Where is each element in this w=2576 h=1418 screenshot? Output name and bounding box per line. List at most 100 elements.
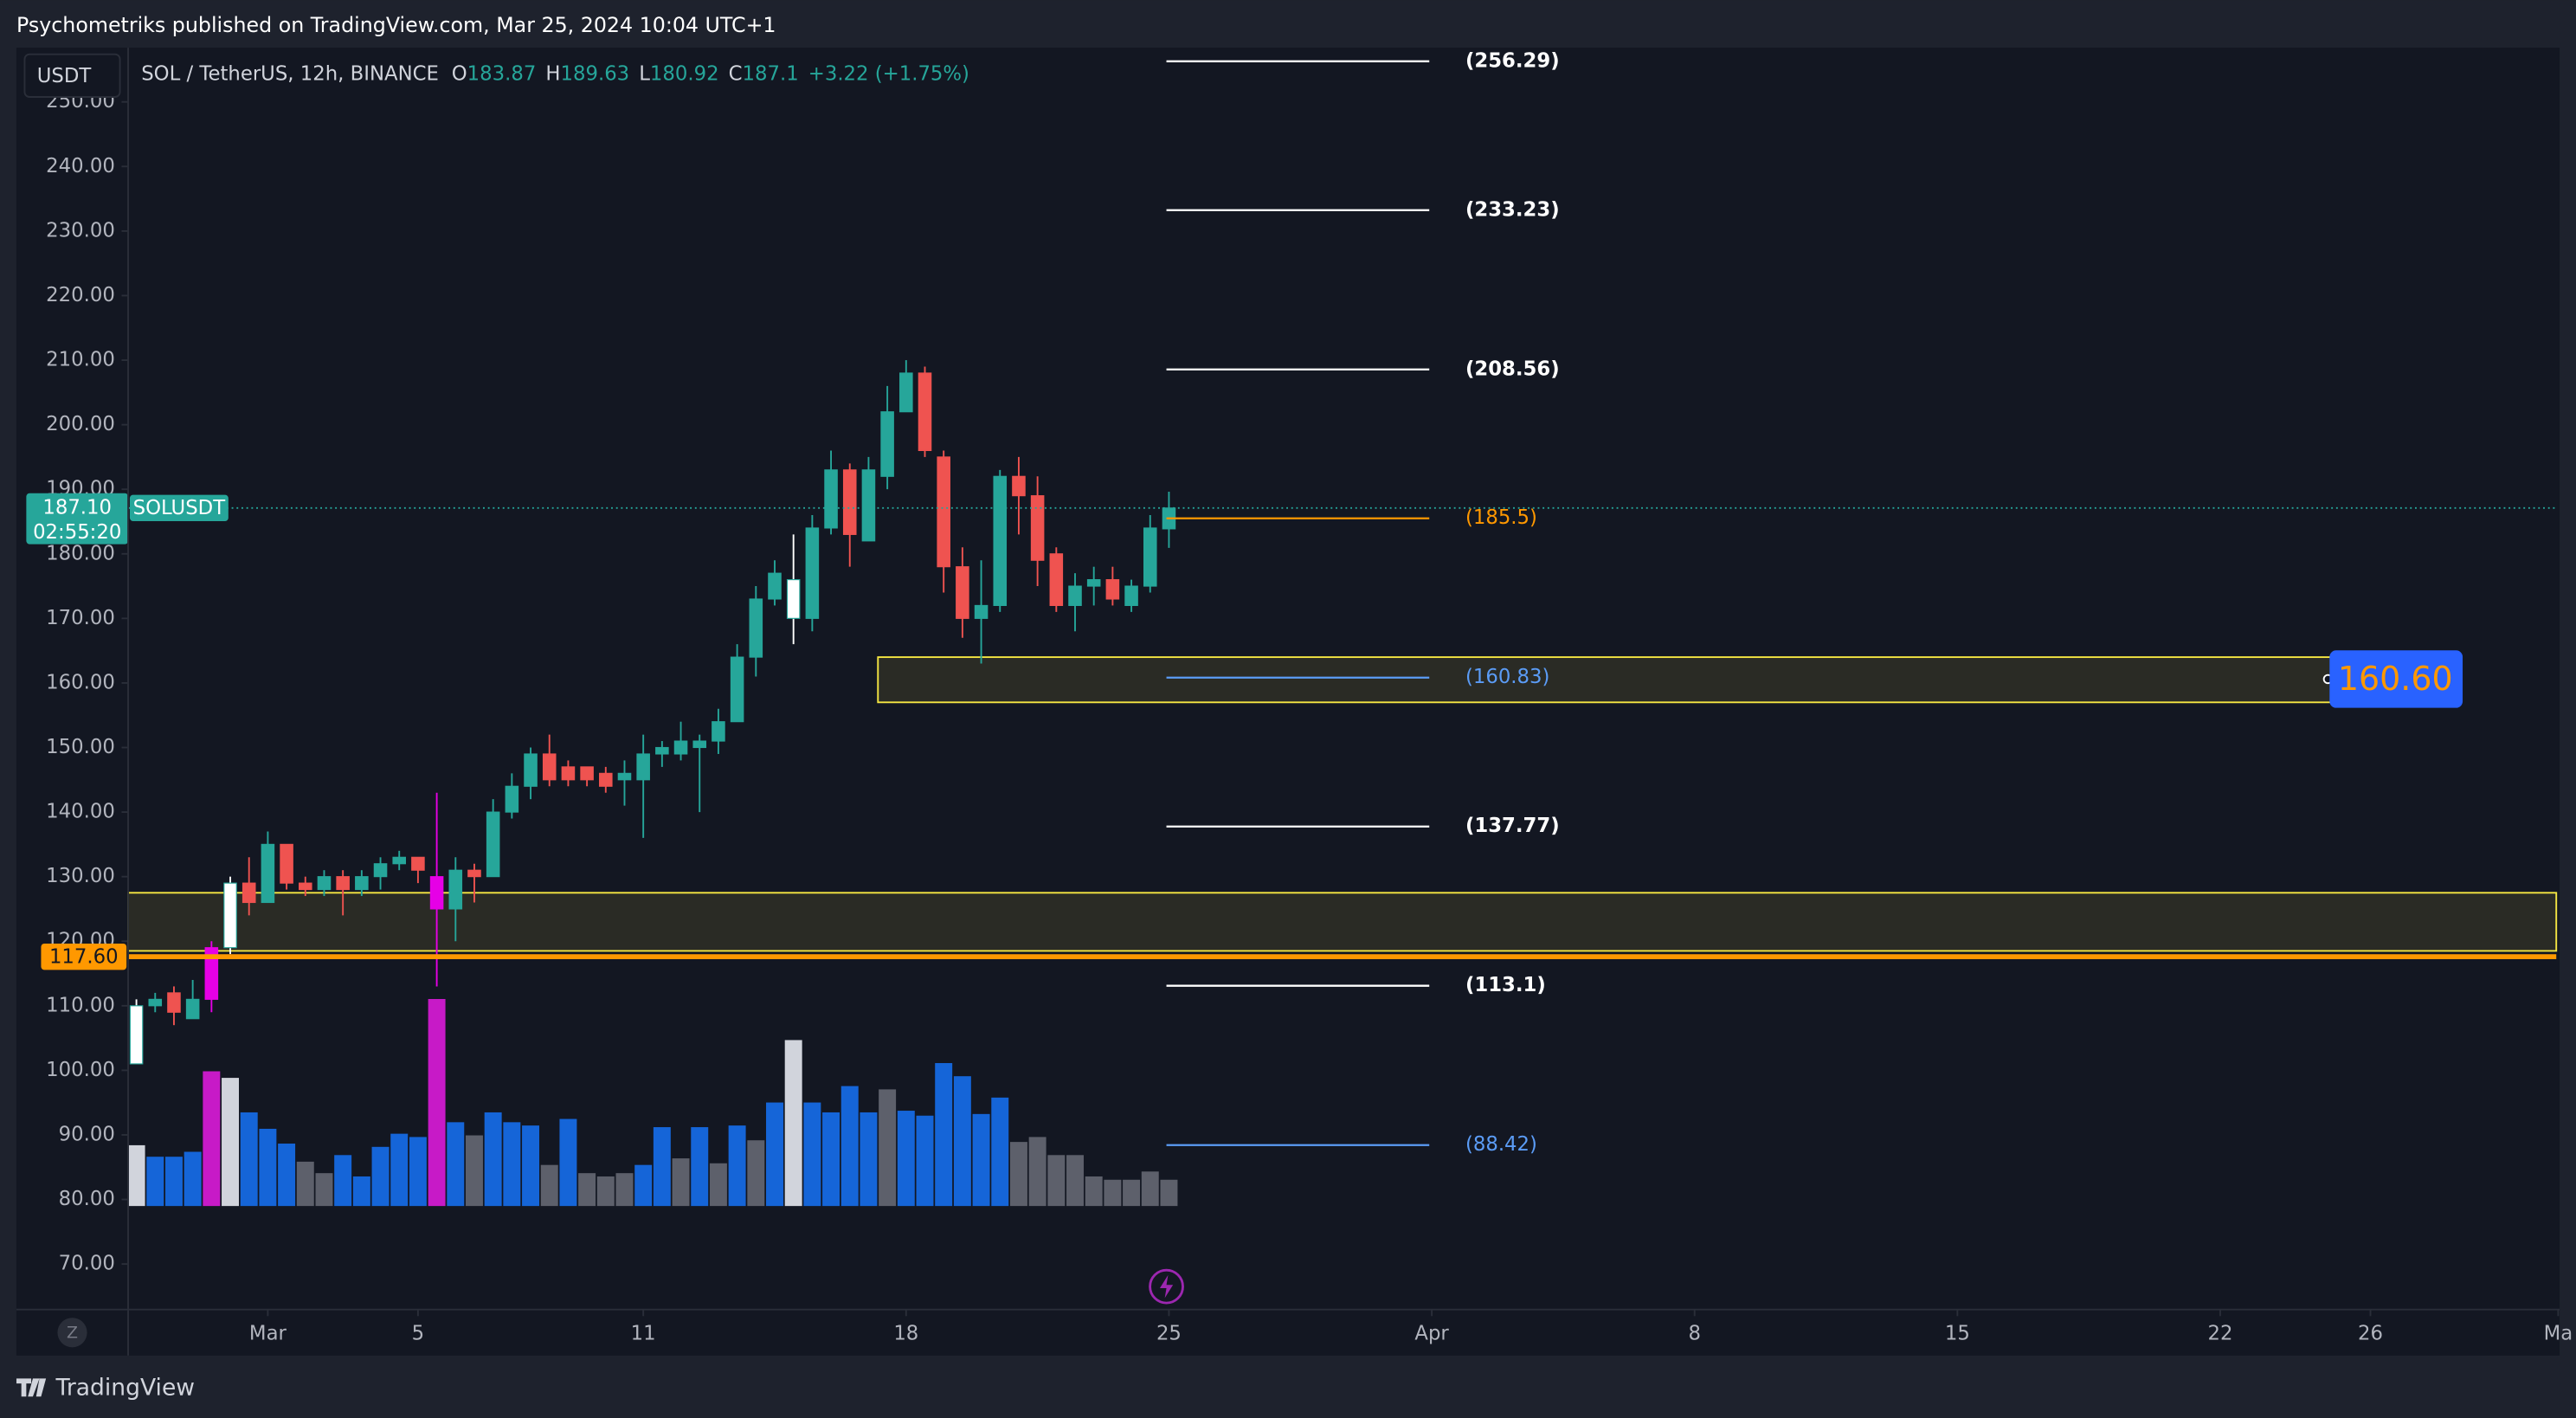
candle-body	[411, 856, 425, 871]
volume-bar	[1047, 1155, 1066, 1207]
volume-bar	[972, 1113, 990, 1207]
y-tick-label: 150.00	[46, 736, 115, 758]
candle-body	[993, 475, 1008, 606]
candle-body	[599, 772, 613, 787]
currency-button[interactable]	[23, 53, 121, 98]
volume-bar	[1028, 1137, 1046, 1207]
volume-bar	[278, 1144, 296, 1207]
published-line: Psychometriks published on TradingView.c…	[16, 13, 776, 37]
h-label: H	[545, 62, 560, 85]
volume-bar	[653, 1127, 671, 1207]
candle-body	[1143, 527, 1157, 587]
candle-body	[185, 998, 200, 1020]
y-tick-label: 210.00	[46, 349, 115, 371]
zone	[127, 892, 2558, 952]
candle-body	[768, 572, 782, 600]
volume-bar	[803, 1102, 821, 1207]
c-value: 187.1	[743, 62, 799, 85]
y-tick-label: 130.00	[46, 865, 115, 887]
level-label: (185.5)	[1465, 506, 1537, 529]
volume-bar	[146, 1157, 164, 1207]
o-label: O	[452, 62, 467, 85]
x-tick-label: 11	[631, 1323, 656, 1345]
zoom-button[interactable]	[57, 1318, 87, 1348]
lightning-icon[interactable]	[1149, 1268, 1184, 1305]
y-tick-label: 220.00	[46, 284, 115, 306]
volume-bar	[1066, 1155, 1084, 1207]
y-tick-label: 80.00	[59, 1188, 115, 1210]
y-tick-label: 90.00	[59, 1123, 115, 1145]
candle-body	[580, 766, 594, 781]
volume-bar	[935, 1063, 953, 1207]
level-label: (256.29)	[1465, 49, 1560, 72]
candle-body	[223, 882, 237, 949]
candle-body	[355, 876, 369, 891]
y-tick-label: 160.00	[46, 671, 115, 693]
candle-body	[749, 598, 763, 658]
candle-body	[937, 456, 950, 568]
level-label: (160.83)	[1465, 666, 1549, 688]
x-tick-label: Ma	[2544, 1323, 2573, 1345]
support-tag	[41, 943, 127, 970]
volume-bar	[559, 1118, 577, 1207]
volume-bar	[596, 1176, 615, 1207]
candle-body	[712, 721, 725, 742]
volume-bar	[127, 1144, 145, 1207]
volume-bar	[540, 1164, 558, 1207]
candle-body	[280, 843, 293, 884]
volume-bar	[296, 1161, 314, 1207]
legend: SOL / TetherUS, 12h, BINANCE O183.87 H18…	[141, 62, 969, 85]
y-tick-label: 180.00	[46, 542, 115, 564]
c-label: C	[729, 62, 743, 85]
volume-bar	[1160, 1179, 1178, 1207]
candle-body	[899, 372, 913, 413]
lightning-glyph	[1159, 1274, 1174, 1299]
x-tick-label: Apr	[1414, 1323, 1449, 1345]
candle-body	[956, 566, 969, 619]
y-tick-label: 140.00	[46, 801, 115, 823]
candle-body	[261, 843, 275, 904]
candle-body	[861, 469, 876, 542]
volume-bar	[465, 1135, 483, 1207]
y-tick-label: 200.00	[46, 413, 115, 435]
volume-bar	[222, 1078, 240, 1207]
candle-body	[467, 869, 481, 878]
zoom-label[interactable]: Z	[67, 1324, 78, 1343]
volume-bar	[766, 1102, 783, 1207]
candle-body	[1012, 475, 1026, 497]
volume-bar	[578, 1173, 596, 1207]
volume-bar	[390, 1133, 409, 1207]
candle-body	[617, 772, 632, 781]
level-label: (233.23)	[1465, 198, 1560, 221]
plot: 70.0080.0090.00100.00110.00120.00130.001…	[26, 49, 2573, 1345]
alert-label: 160.60	[2338, 660, 2453, 698]
candle-body	[1086, 579, 1101, 587]
volume-bar	[484, 1112, 502, 1207]
y-tick-label: 240.00	[46, 155, 115, 177]
volume-bar	[784, 1040, 802, 1207]
volume-bar	[184, 1151, 202, 1207]
y-tick-label: 110.00	[46, 994, 115, 1016]
volume-bar	[334, 1155, 352, 1207]
volume-bar	[522, 1125, 540, 1207]
candle-body	[129, 1005, 144, 1065]
candle-body	[486, 811, 500, 878]
x-tick-label: 8	[1688, 1323, 1700, 1345]
volume-bar	[371, 1146, 390, 1207]
candle-body	[448, 869, 463, 910]
volume-bar	[164, 1157, 183, 1207]
candle-body	[317, 876, 332, 891]
candle-body	[824, 469, 838, 529]
candle-body	[336, 876, 350, 891]
volume-bar	[1141, 1171, 1159, 1207]
candle-body	[1049, 553, 1064, 606]
volume-bar	[428, 998, 446, 1207]
last-price-label: 187.10	[42, 496, 112, 519]
candle-body	[542, 753, 557, 781]
y-tick-label: 70.00	[59, 1253, 115, 1275]
currency-label[interactable]: USDT	[37, 65, 92, 87]
candle-body	[505, 785, 519, 813]
change: +3.22 (+1.75%)	[808, 62, 969, 85]
candle-body	[561, 766, 576, 781]
